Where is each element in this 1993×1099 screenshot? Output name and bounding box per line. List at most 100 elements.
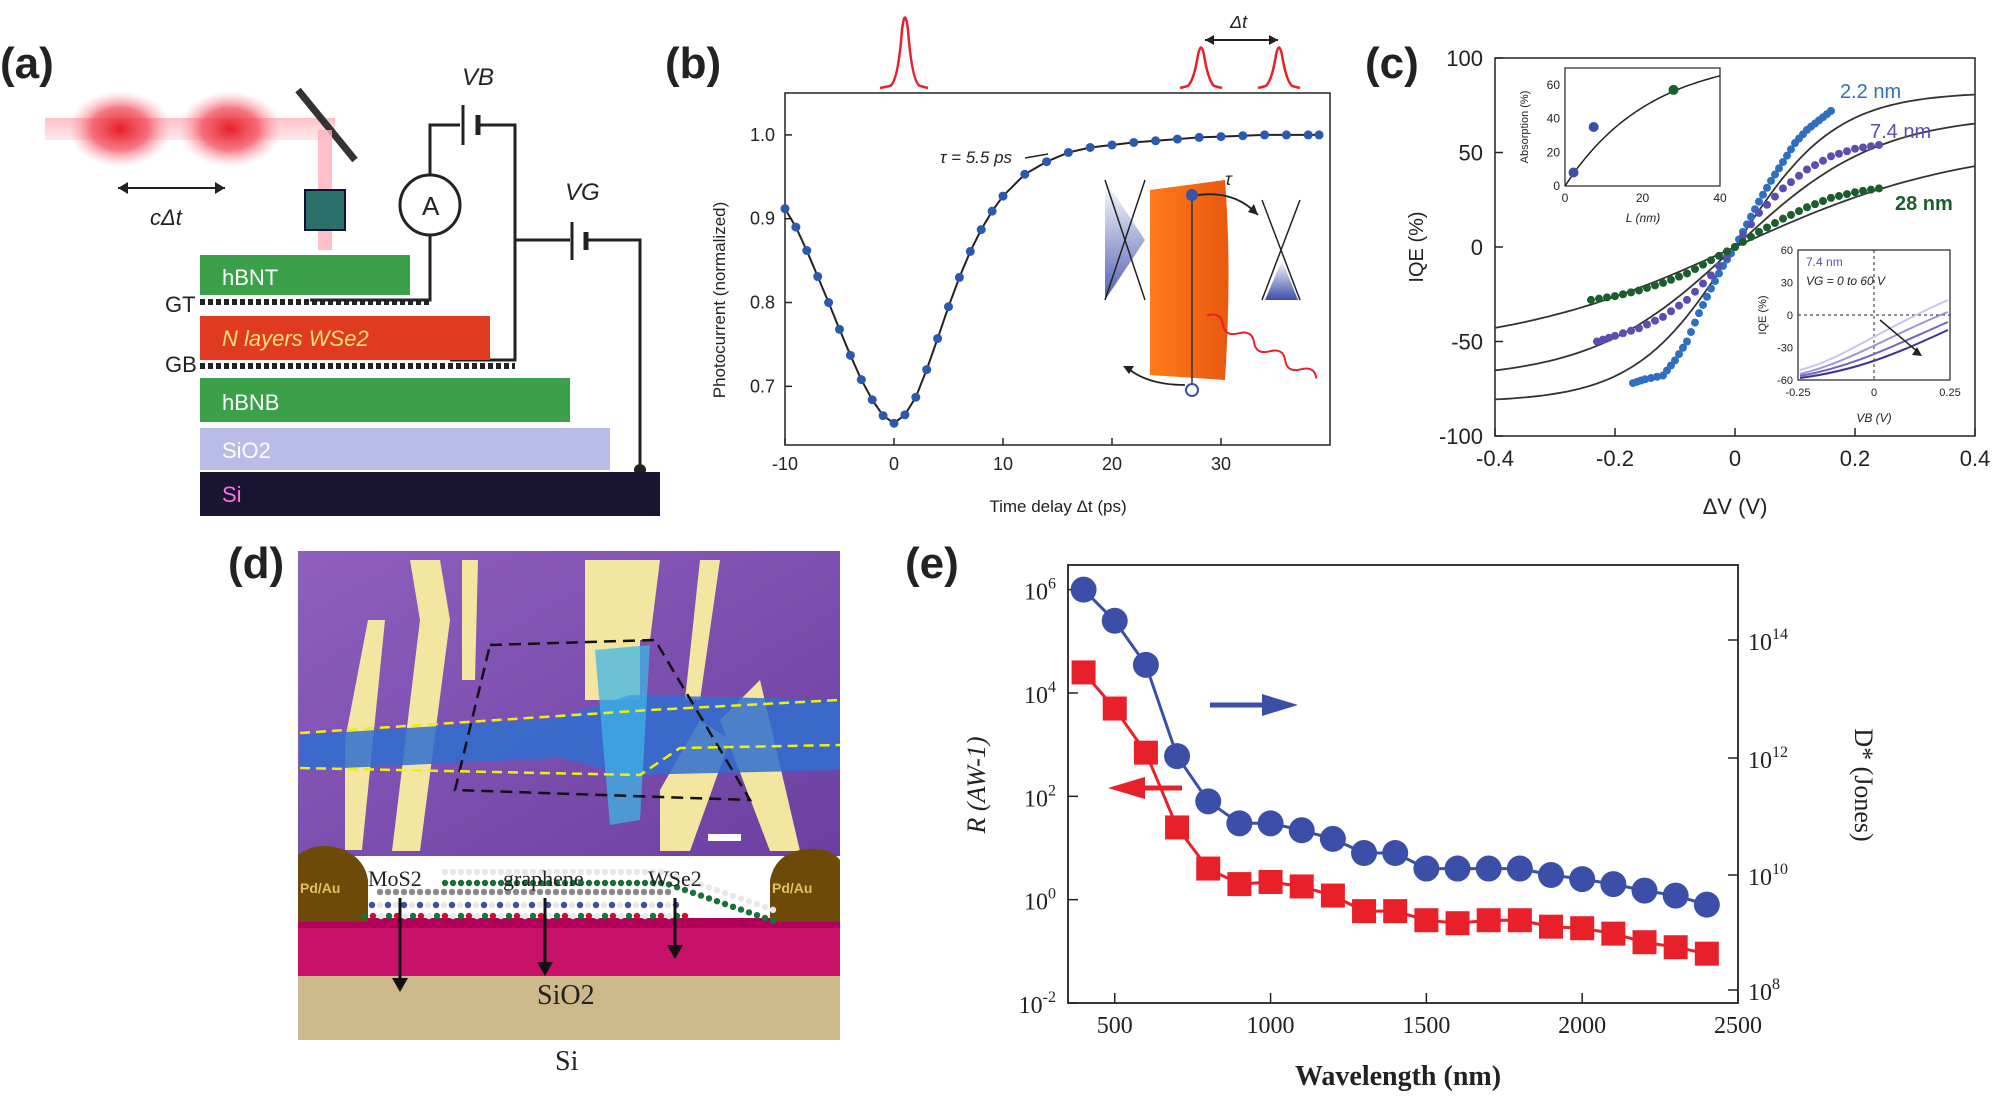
panel-c-data-point (1763, 200, 1771, 209)
atom (481, 912, 489, 920)
atom (608, 901, 616, 909)
atom (464, 888, 472, 896)
panel-b-data-point (1107, 140, 1117, 150)
panel-e-ytick-label: 100 (1024, 886, 1056, 916)
panel-c-data-point (1703, 292, 1711, 301)
panel-e-square-marker (1196, 856, 1221, 881)
svg-text:Pd/Au: Pd/Au (300, 880, 340, 896)
atom (681, 886, 689, 894)
inset-gate-xlabel: VB (V) (1856, 411, 1891, 425)
atom (504, 888, 512, 896)
inset-abs-xtick-label: 40 (1713, 191, 1727, 205)
atom (552, 901, 560, 909)
atom (536, 901, 544, 909)
atom (456, 888, 464, 896)
atom (416, 888, 424, 896)
atom (737, 895, 745, 902)
panel-c-data-point (1803, 203, 1811, 212)
panel-c-data-point (1819, 197, 1827, 206)
panel-c-data-point (1875, 184, 1883, 193)
atom (488, 901, 496, 909)
atom (425, 912, 433, 920)
atom (553, 879, 561, 887)
panel-c-data-point (1699, 300, 1707, 309)
atom (713, 887, 721, 894)
panel-c-data-point (1659, 278, 1667, 287)
inset-gate-xtick-label: 0.25 (1939, 387, 1960, 399)
atom (593, 912, 601, 920)
atom (369, 912, 377, 920)
panel-c-data-point (1803, 165, 1811, 174)
atom (576, 888, 584, 896)
panel-b-data-point (1085, 142, 1095, 152)
atom (377, 912, 385, 920)
panel-e-square-marker (1507, 908, 1532, 933)
atom (464, 901, 472, 909)
inset-gate-ytick-label: -30 (1777, 343, 1793, 355)
panel-e-circle-marker (1475, 855, 1502, 882)
atom (761, 914, 769, 922)
atom (689, 878, 697, 885)
atom (496, 901, 504, 909)
panel-b-data-point (998, 191, 1008, 201)
atom (416, 901, 424, 909)
panel-c-data-point (1671, 356, 1679, 365)
series-label-28nm: 28 nm (1895, 193, 1953, 215)
atom (489, 879, 497, 887)
yellow-outline-top (299, 698, 841, 735)
atom (569, 868, 577, 876)
atom (721, 889, 729, 897)
inset-gate-xtick-label: -0.25 (1785, 387, 1810, 399)
panel-e-circle-marker (1101, 607, 1128, 634)
atom (520, 888, 528, 896)
atom (705, 884, 713, 891)
objective-lens (304, 189, 346, 231)
panel-b-data-point (954, 272, 964, 282)
panel-c-data-point (1691, 318, 1699, 327)
panel-label-a: (a) (0, 39, 54, 88)
panel-c-data-point (1827, 152, 1835, 161)
atom (585, 868, 593, 876)
panel-b-data-point (824, 298, 834, 308)
atom (456, 901, 464, 909)
panel-c-data-point (1827, 193, 1835, 202)
panel-c-xtick-label: -0.2 (1596, 446, 1634, 471)
panel-b-data-point (900, 410, 910, 420)
atom (457, 879, 465, 887)
atom (537, 868, 545, 876)
panel-c-data-point (1707, 271, 1715, 280)
panel-c-data-point (1779, 184, 1787, 193)
panel-c-data-point (1851, 144, 1859, 153)
atom (633, 868, 641, 876)
atom (625, 868, 633, 876)
panel-b-inset-band-diagram: τ (1104, 169, 1318, 397)
atom (545, 868, 553, 876)
ammeter-label: A (422, 191, 440, 221)
atom (649, 879, 657, 887)
atom (616, 901, 624, 909)
atom (681, 875, 689, 883)
atom (472, 901, 480, 909)
atom (448, 901, 456, 909)
inset-abs-ytick-label: 0 (1553, 179, 1560, 193)
atom (625, 912, 633, 920)
atom (400, 901, 408, 909)
panel-c-data-point (1683, 269, 1691, 278)
atom (569, 879, 577, 887)
panel-b-data-point (780, 204, 790, 214)
panel-e-circle-marker (1070, 576, 1097, 603)
panel-b-xtick-label: 20 (1102, 454, 1122, 474)
panel-e-square-marker (1570, 916, 1595, 941)
atom (537, 879, 545, 887)
atom (624, 888, 632, 896)
atom (561, 912, 569, 920)
atom (457, 868, 465, 876)
panel-b-data-point (1151, 136, 1161, 146)
panel-b-ylabel: Photocurrent (normalized) (710, 202, 729, 399)
panel-c-data-point (1787, 178, 1795, 187)
panel-e-circle-marker (1164, 743, 1191, 770)
atom (401, 912, 409, 920)
atom (592, 888, 600, 896)
atom (673, 884, 681, 891)
panel-e-y2tick-label: 1014 (1748, 626, 1788, 656)
